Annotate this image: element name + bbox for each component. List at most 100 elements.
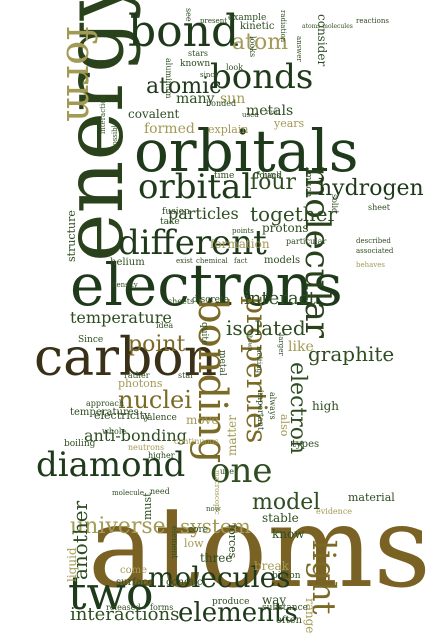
word-approach: approach [86, 399, 125, 408]
word-now: now [206, 505, 221, 513]
word-always: always [268, 392, 277, 420]
word-move: move [186, 413, 219, 427]
word-isolated: isolated [226, 316, 306, 340]
word-bond: bond [128, 6, 240, 57]
word-forms: forms [150, 603, 174, 612]
word-produce: produce [212, 597, 250, 607]
word-larger: larger [277, 334, 285, 356]
word-carbon: carbon [34, 328, 218, 388]
word-molecule: molecule [112, 489, 145, 497]
word-kinetic: kinetic [240, 21, 275, 32]
word-electricity: electricity [94, 409, 151, 422]
word-bonds: bonds [210, 57, 314, 97]
word-look: look [226, 63, 244, 72]
word-described: described [356, 237, 391, 245]
word-much: much [303, 172, 313, 198]
word-valence: valence [142, 413, 177, 423]
word-structure: structure [65, 210, 78, 262]
word-back: back [262, 171, 282, 180]
word-atomic: atomic [146, 74, 222, 99]
word-protons: protons [262, 221, 309, 235]
word-use: use [220, 467, 234, 476]
word-forces: forces [226, 524, 239, 559]
word-continuous: continuous [174, 437, 219, 446]
word-evidence: evidence [316, 507, 353, 516]
word-density: density [112, 281, 138, 289]
word-Since: Since [78, 335, 104, 345]
word-neutrons: neutrons [128, 443, 165, 452]
word-billion: billion [272, 571, 301, 581]
word-particles: particles [168, 204, 239, 223]
word-present: present [200, 17, 228, 25]
word-surface: surface [116, 577, 154, 588]
word-used: used [242, 111, 259, 119]
word-come: come [120, 565, 148, 576]
word-hydrogen: hydrogen [318, 176, 424, 201]
word-fact: fact [234, 257, 248, 265]
word-point: point [128, 332, 186, 357]
word-models: models [264, 255, 301, 266]
word-often: often [276, 615, 303, 626]
word-temperature: temperature [70, 308, 172, 327]
word-three: three [200, 551, 233, 565]
word-associated: associated [356, 247, 394, 255]
word-bonded: bonded [206, 99, 237, 108]
word-interaction: interaction [99, 95, 107, 134]
word-also: also [278, 414, 291, 437]
word-see: see [184, 8, 193, 22]
word-electrons: electrons [70, 251, 343, 319]
word-formation: formation [210, 237, 270, 251]
word-aluminum: aluminum [164, 58, 173, 99]
word-since: since [200, 71, 219, 79]
word-diamond: diamond [36, 445, 186, 485]
word-answer: answer [295, 36, 303, 62]
word-core: core [188, 525, 209, 535]
word-together: together [250, 202, 338, 226]
word-possible: possible [111, 121, 119, 150]
word-macroscopic: macroscopic [213, 470, 221, 515]
word-chemical: chemical [196, 257, 228, 265]
word-need: need [150, 487, 170, 496]
word-known: known [180, 59, 211, 69]
word-metal: metal [217, 350, 227, 376]
word-whole: whole [102, 427, 127, 436]
word-substance: substance [262, 603, 308, 613]
word-many: many [176, 91, 215, 107]
word-stable: stable [262, 511, 299, 525]
word-stars: stars [188, 49, 209, 58]
word-boiling: boiling [64, 439, 96, 449]
word-consider: consider [315, 14, 329, 67]
word-break: break [254, 559, 289, 573]
word-liquid: liquid [65, 547, 79, 582]
word-interactions: interactions [70, 604, 180, 625]
word-years: years [274, 117, 305, 130]
word-high: high [312, 399, 339, 413]
word-types: types [292, 439, 320, 450]
word-helium: helium [110, 257, 145, 268]
word-graphite: graphite [308, 342, 395, 366]
word-orbital: orbital [138, 167, 253, 207]
word-formed: formed [144, 121, 195, 137]
word-element: element [170, 526, 179, 559]
word-atoms: atoms [88, 483, 431, 613]
word-molecules: molecules [148, 561, 291, 594]
word-idea: idea [156, 321, 174, 330]
word-temperatures: temperatures [70, 407, 139, 418]
word-like: like [288, 339, 314, 355]
word-different: different [118, 223, 267, 263]
word-important: important [256, 390, 265, 431]
word-example: example [228, 13, 267, 23]
word-atoms-molecules: atoms molecules [302, 23, 353, 30]
word-nuclei: nuclei [118, 386, 192, 414]
word-time: time [214, 171, 235, 181]
word-higher: higher [148, 451, 175, 460]
word-know: know [272, 527, 305, 541]
word-interact: interact [244, 288, 316, 309]
word-metals: metals [246, 103, 294, 119]
word-universe: universe [70, 514, 166, 539]
word-radiation: radiation [279, 10, 287, 43]
word-take: take [160, 217, 180, 227]
word-points: points [232, 227, 254, 235]
word-rather: rather [124, 371, 150, 380]
